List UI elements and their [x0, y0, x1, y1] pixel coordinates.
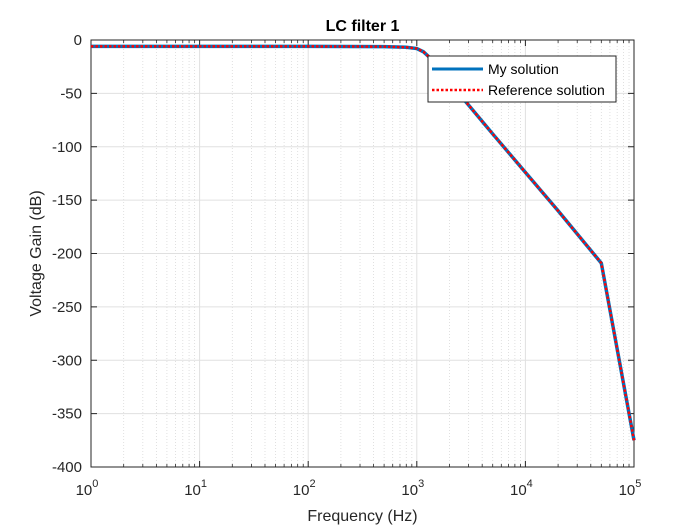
x-tick-exponent: 0 — [92, 478, 98, 490]
y-tick-label: -350 — [52, 406, 82, 423]
x-axis-label: Frequency (Hz) — [307, 508, 417, 525]
y-axis-label: Voltage Gain (dB) — [28, 190, 45, 316]
y-tick-label: -150 — [52, 192, 82, 209]
x-tick-base: 10 — [510, 482, 527, 499]
x-tick-base: 10 — [76, 482, 93, 499]
x-tick-base: 10 — [184, 482, 201, 499]
y-tick-label: -200 — [52, 246, 82, 263]
y-tick-label: -250 — [52, 299, 82, 316]
x-tick-label: 103 — [401, 478, 424, 499]
chart-title: LC filter 1 — [326, 18, 400, 35]
ticks: 100 101 102 103 104 1050-50-100-150-200-250-3… — [52, 32, 641, 499]
legend-entry-label: My solution — [488, 61, 559, 77]
series-layer — [91, 44, 636, 441]
series-line-reference-solution — [91, 45, 636, 441]
x-tick-base: 10 — [293, 482, 310, 499]
y-tick-label: -50 — [60, 85, 82, 102]
x-tick-exponent: 5 — [635, 478, 641, 490]
x-tick-label: 105 — [619, 478, 642, 499]
legend: My solution Reference solution — [427, 55, 617, 103]
grid — [90, 39, 635, 468]
legend-entry-label: Reference solution — [488, 82, 605, 98]
x-tick-exponent: 3 — [418, 478, 424, 490]
y-tick-label: -300 — [52, 352, 82, 369]
x-tick-label: 104 — [510, 478, 533, 499]
y-tick-label: 0 — [74, 32, 82, 49]
series-line-my-solution — [91, 44, 636, 441]
x-tick-exponent: 2 — [309, 478, 315, 490]
y-tick-label: -100 — [52, 139, 82, 156]
x-tick-exponent: 1 — [201, 478, 207, 490]
legend-box — [427, 55, 617, 103]
x-tick-label: 100 — [76, 478, 99, 499]
x-tick-label: 102 — [293, 478, 316, 499]
x-tick-exponent: 4 — [527, 478, 533, 490]
x-tick-base: 10 — [401, 482, 418, 499]
y-tick-label: -400 — [52, 459, 82, 476]
x-tick-label: 101 — [184, 478, 207, 499]
x-tick-base: 10 — [619, 482, 636, 499]
